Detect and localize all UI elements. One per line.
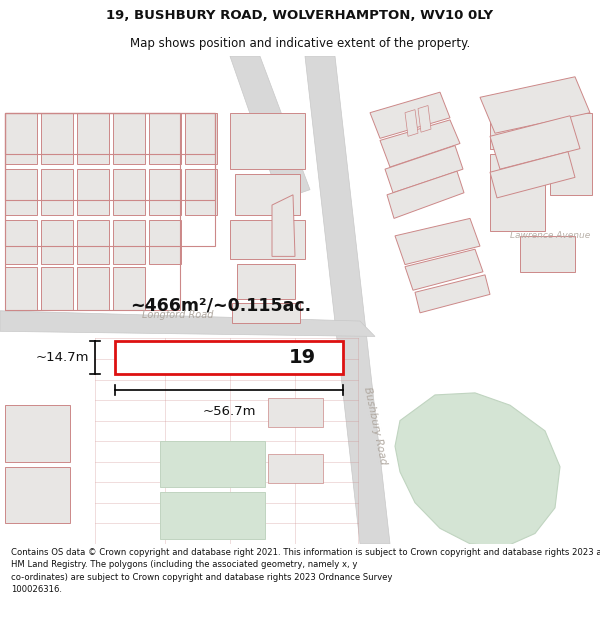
Bar (185, 169, 217, 216)
Bar (77, 221, 109, 264)
Bar (41, 221, 73, 264)
Polygon shape (387, 171, 464, 218)
Bar (268, 342, 323, 370)
Text: ~14.7m: ~14.7m (35, 351, 89, 364)
Bar (113, 169, 145, 216)
Polygon shape (405, 109, 418, 136)
Polygon shape (0, 311, 375, 336)
Text: 19, BUSHBURY ROAD, WOLVERHAMPTON, WV10 0LY: 19, BUSHBURY ROAD, WOLVERHAMPTON, WV10 0… (106, 9, 494, 22)
Polygon shape (395, 393, 560, 547)
Bar (520, 236, 575, 272)
Bar (5, 112, 215, 200)
Polygon shape (370, 92, 450, 138)
Bar (490, 154, 545, 231)
Bar (550, 112, 592, 195)
Polygon shape (405, 249, 483, 290)
Bar (235, 174, 300, 216)
Bar (160, 441, 265, 488)
Polygon shape (395, 218, 480, 264)
Bar (113, 221, 145, 264)
Bar (77, 267, 109, 310)
Polygon shape (385, 146, 463, 192)
Bar (149, 169, 181, 216)
Polygon shape (490, 116, 580, 169)
Bar (490, 112, 545, 149)
Text: Contains OS data © Crown copyright and database right 2021. This information is : Contains OS data © Crown copyright and d… (11, 548, 600, 594)
Bar (41, 169, 73, 216)
Bar (5, 405, 70, 462)
Polygon shape (230, 56, 310, 200)
Bar (5, 112, 215, 246)
Text: Map shows position and indicative extent of the property.: Map shows position and indicative extent… (130, 38, 470, 51)
Polygon shape (305, 56, 390, 544)
Bar (5, 112, 37, 164)
Bar (160, 492, 265, 539)
Bar (113, 112, 145, 164)
Polygon shape (272, 195, 295, 256)
Text: ~466m²/~0.115ac.: ~466m²/~0.115ac. (130, 297, 311, 314)
Bar (185, 112, 217, 164)
Bar (5, 267, 37, 310)
Bar (41, 112, 73, 164)
Text: 19: 19 (289, 348, 316, 367)
Bar (230, 112, 305, 169)
Polygon shape (380, 120, 460, 167)
Bar (268, 398, 323, 427)
Polygon shape (415, 275, 490, 313)
Bar (77, 169, 109, 216)
Bar (268, 454, 323, 483)
Bar (77, 112, 109, 164)
Bar (5, 221, 37, 264)
Bar (5, 112, 180, 310)
Bar (5, 112, 215, 154)
Polygon shape (418, 106, 431, 132)
Text: ~56.7m: ~56.7m (202, 405, 256, 418)
Text: Bushbury Road: Bushbury Road (362, 386, 388, 466)
Bar (237, 264, 295, 299)
Polygon shape (480, 77, 590, 133)
Text: Lawrence Avenue: Lawrence Avenue (510, 231, 590, 241)
Text: Longford Road: Longford Road (142, 310, 214, 320)
Polygon shape (490, 152, 575, 198)
Bar (113, 267, 145, 310)
Bar (232, 302, 300, 323)
Bar (230, 221, 305, 259)
Bar (115, 341, 343, 374)
Bar (5, 169, 37, 216)
Bar (149, 112, 181, 164)
Bar (5, 467, 70, 523)
Bar (149, 221, 181, 264)
Bar (41, 267, 73, 310)
